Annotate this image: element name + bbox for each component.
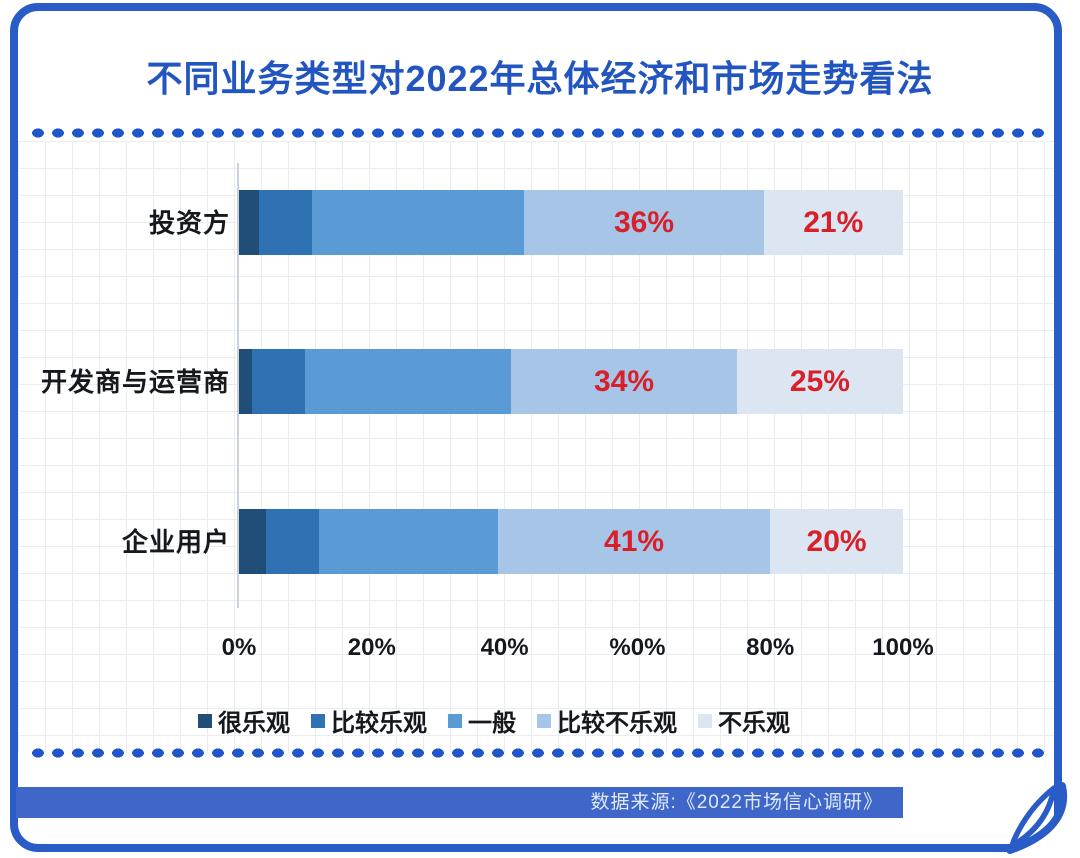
legend-item: 很乐观 xyxy=(198,703,290,738)
x-tick-label: 0% xyxy=(221,634,257,661)
bar-segment: 20% xyxy=(770,509,903,574)
bar-segment xyxy=(312,190,525,255)
segment-value-label: 41% xyxy=(604,524,665,558)
bar-segment: 36% xyxy=(524,190,764,255)
stacked-bar: 36% 21% xyxy=(239,190,903,255)
bar-segment: 21% xyxy=(763,190,903,255)
legend-swatch-icon xyxy=(698,713,712,728)
source-band: 数据来源:《2022市场信心调研》 xyxy=(16,787,903,818)
x-tick-label: %0% xyxy=(609,634,666,661)
legend-item: 不乐观 xyxy=(698,703,790,738)
bar-segment: 41% xyxy=(497,509,771,574)
x-tick-label: 20% xyxy=(347,634,396,661)
category-label: 开发商与运营商 xyxy=(40,366,230,397)
legend-label: 很乐观 xyxy=(218,710,290,737)
legend-label: 不乐观 xyxy=(718,710,790,737)
legend-swatch-icon xyxy=(311,713,325,728)
legend-item: 比较乐观 xyxy=(311,703,427,738)
legend-label: 一般 xyxy=(468,710,516,737)
y-axis-line xyxy=(237,163,239,608)
card-border xyxy=(10,3,1062,852)
source-note: 数据来源:《2022市场信心调研》 xyxy=(590,792,883,813)
legend-swatch-icon xyxy=(198,713,212,728)
page-title: 不同业务类型对2022年总体经济和市场走势看法 xyxy=(146,58,934,99)
bar-segment xyxy=(239,190,259,255)
category-label: 投资方 xyxy=(148,207,230,238)
dotted-divider-bottom xyxy=(28,748,1052,758)
bar-segment: 34% xyxy=(511,349,737,414)
legend-swatch-icon xyxy=(448,713,462,728)
segment-value-label: 36% xyxy=(613,205,675,239)
bar-segment: 25% xyxy=(736,349,903,414)
legend-swatch-icon xyxy=(537,713,551,728)
bar-segment xyxy=(258,190,313,255)
category-label: 企业用户 xyxy=(121,526,230,557)
x-tick-label: 40% xyxy=(480,634,529,661)
bar-segment xyxy=(318,509,498,574)
segment-value-label: 34% xyxy=(594,364,655,398)
legend-label: 比较不乐观 xyxy=(557,710,677,737)
stacked-bar: 34% 25% xyxy=(239,349,903,414)
bar-segment xyxy=(252,349,306,414)
bar-segment xyxy=(239,509,266,574)
stacked-bar: 41% 20% xyxy=(239,509,903,574)
bar-segment xyxy=(265,509,319,574)
segment-value-label: 20% xyxy=(806,524,867,558)
page-curl-icon xyxy=(1006,782,1080,858)
legend-item: 一般 xyxy=(448,703,516,738)
dotted-divider-top xyxy=(28,128,1052,138)
bar-segment xyxy=(239,349,253,414)
x-tick-label: 80% xyxy=(746,634,795,661)
legend-label: 比较乐观 xyxy=(331,710,427,737)
segment-value-label: 21% xyxy=(803,205,864,239)
bar-segment xyxy=(305,349,512,414)
legend-item: 比较不乐观 xyxy=(537,703,677,738)
legend: 很乐观 比较乐观 一般 比较不乐观 不乐观 xyxy=(198,703,790,738)
x-tick-label: 100% xyxy=(872,634,934,661)
segment-value-label: 25% xyxy=(789,364,850,398)
